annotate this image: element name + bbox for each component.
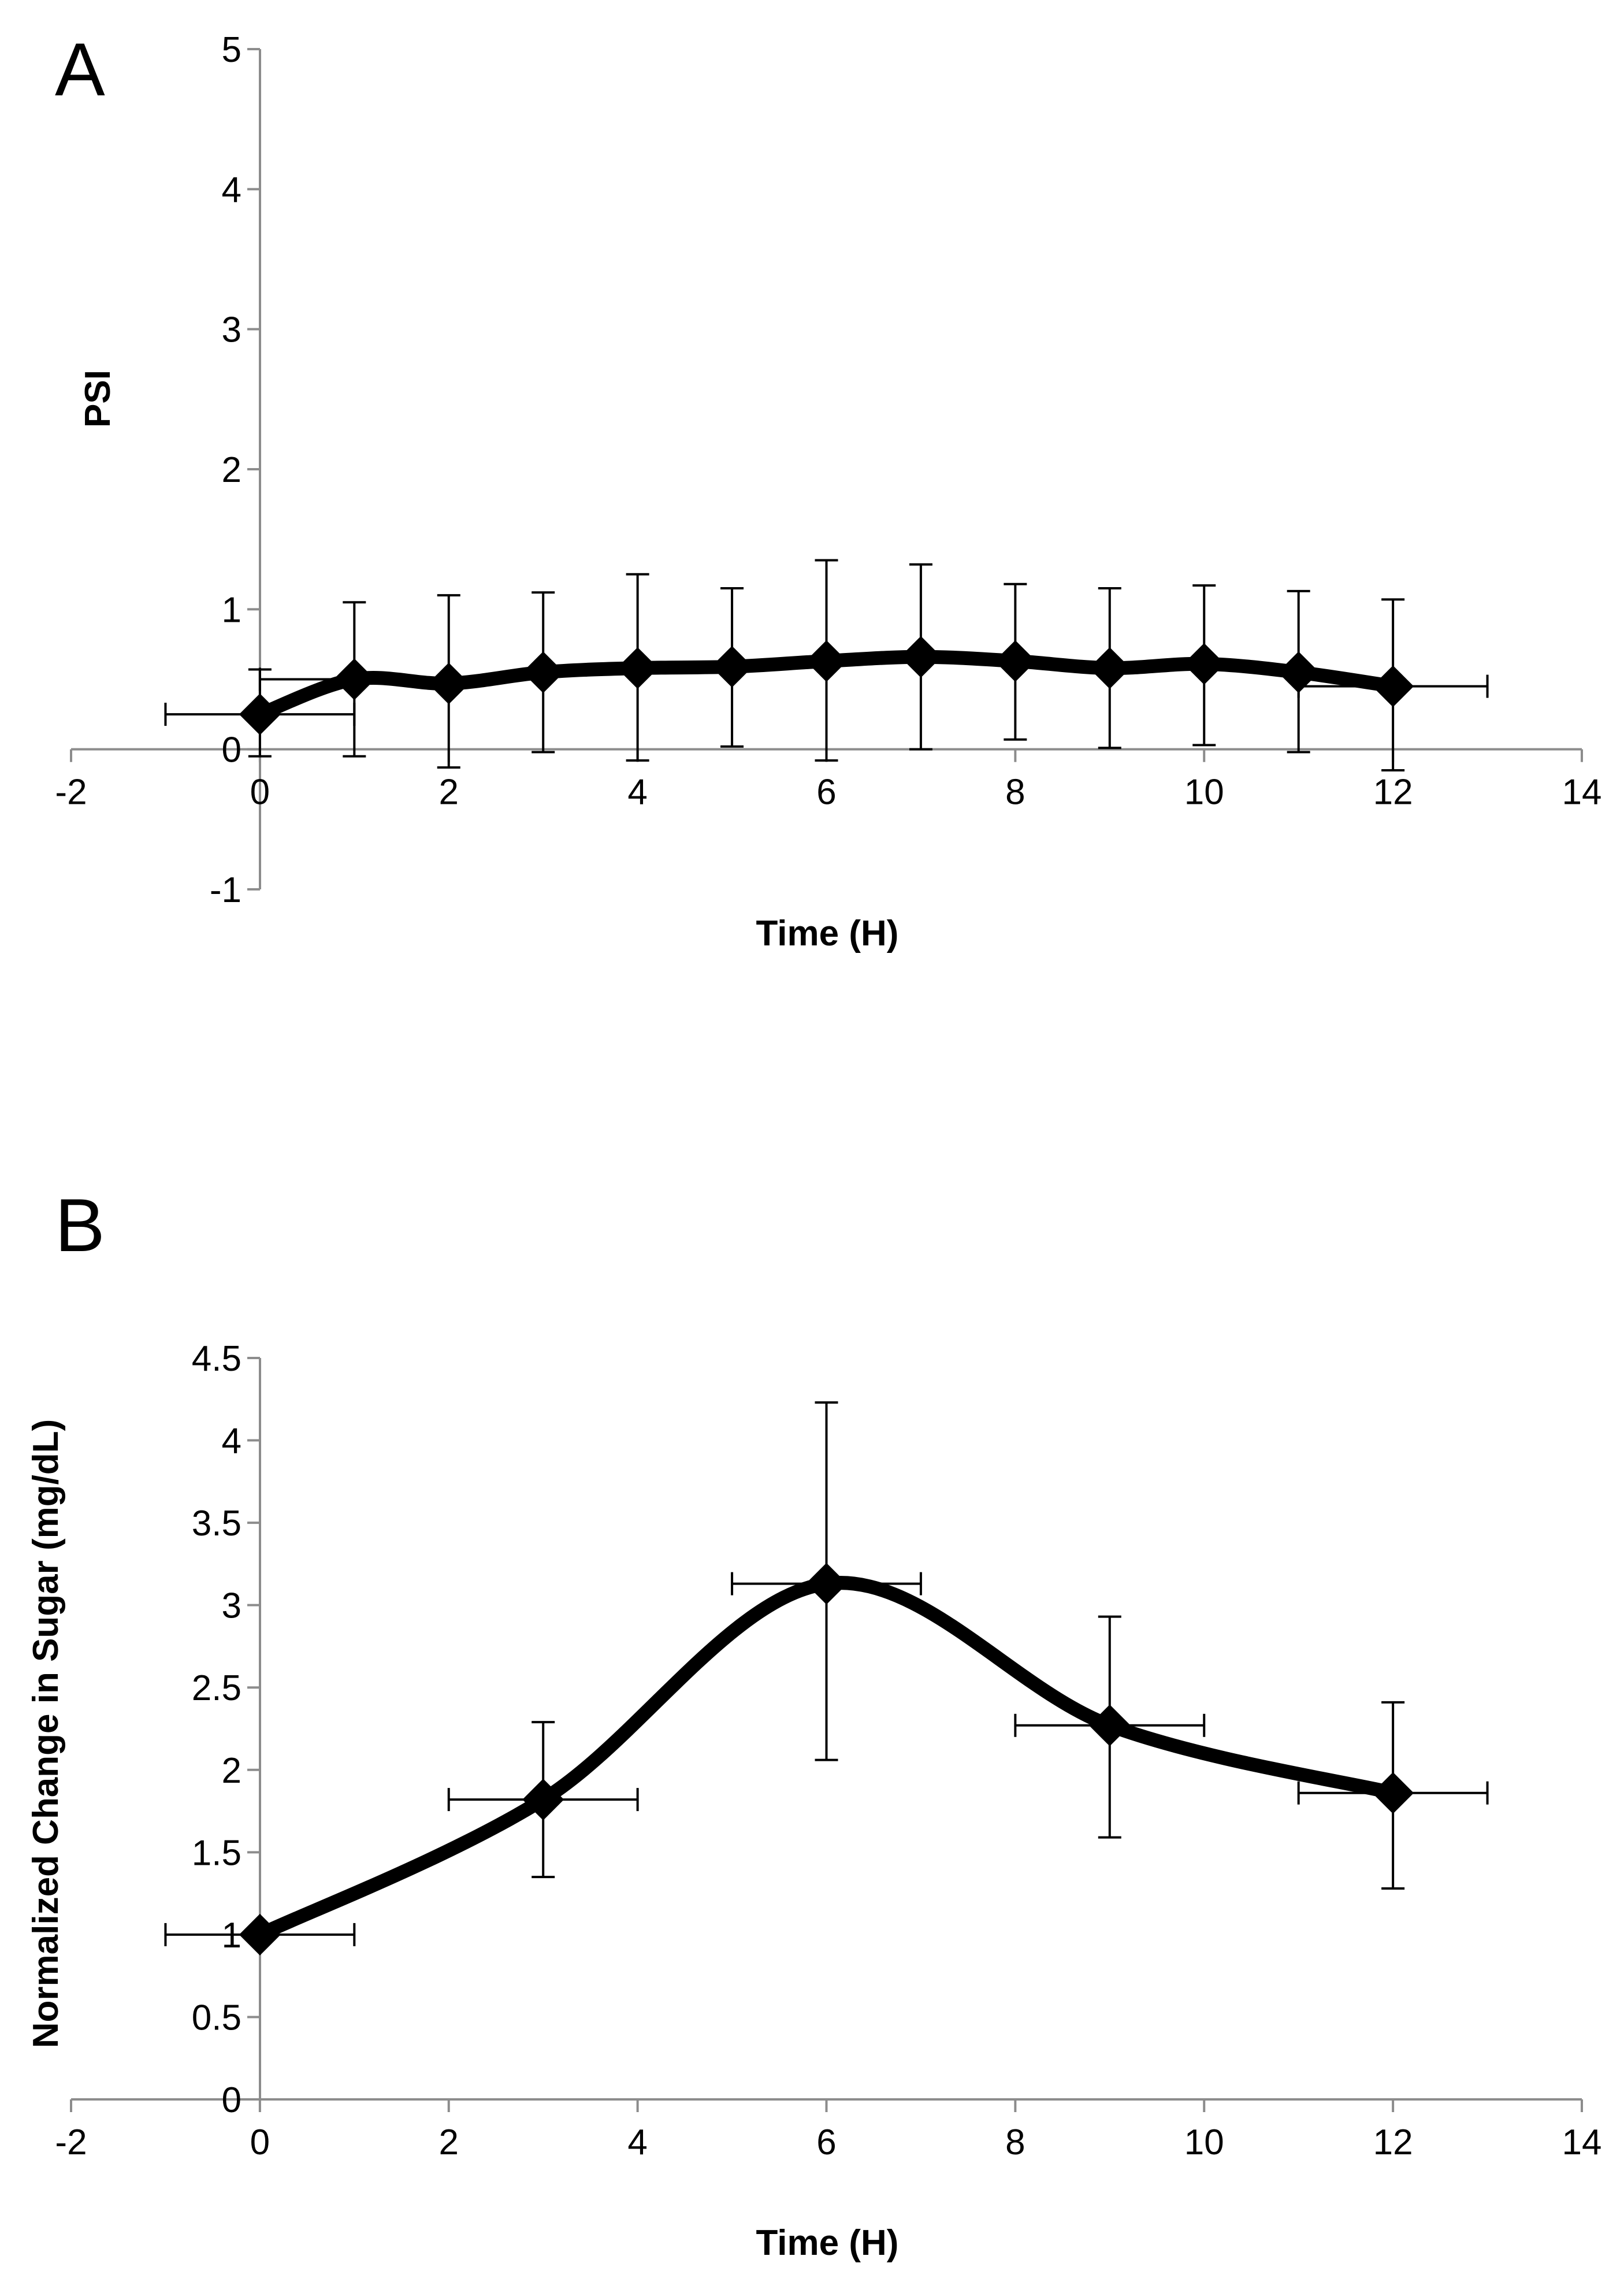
y-tick-label: 2.5 <box>192 1668 241 1708</box>
x-tick-label: 8 <box>1005 773 1025 812</box>
y-tick-label: 0 <box>222 730 241 770</box>
y-tick-label: 0.5 <box>192 1998 241 2038</box>
x-tick-label: 10 <box>1184 773 1224 812</box>
x-axis-title: Time (H) <box>756 914 899 953</box>
x-tick-label: 4 <box>627 773 647 812</box>
data-point <box>239 1913 281 1956</box>
y-tick-label: 2 <box>222 1751 241 1791</box>
data-point <box>239 693 281 736</box>
data-point <box>1088 647 1131 689</box>
x-tick-label: 14 <box>1562 2123 1602 2162</box>
y-tick-label: 0 <box>222 2080 241 2120</box>
data-point <box>900 636 942 678</box>
data-point <box>1277 651 1320 693</box>
data-point <box>1372 665 1414 707</box>
y-tick-label: 4 <box>222 1422 241 1461</box>
data-point <box>333 658 376 700</box>
data-point <box>522 1779 564 1821</box>
x-tick-label: 6 <box>816 2123 836 2162</box>
y-tick-label: 5 <box>222 30 241 70</box>
x-tick-label: -2 <box>55 2123 87 2162</box>
x-tick-label: 0 <box>250 773 270 812</box>
y-tick-label: 4 <box>222 170 241 210</box>
data-point <box>711 645 753 688</box>
y-tick-label: 3 <box>222 1586 241 1626</box>
x-tick-label: 12 <box>1373 2123 1413 2162</box>
x-tick-label: 0 <box>250 2123 270 2162</box>
x-tick-label: 8 <box>1005 2123 1025 2162</box>
x-tick-label: 14 <box>1562 773 1602 812</box>
x-tick-label: 10 <box>1184 2123 1224 2162</box>
data-point <box>428 662 470 704</box>
data-point <box>1088 1704 1131 1746</box>
x-tick-label: -2 <box>55 773 87 812</box>
data-point <box>805 640 848 682</box>
y-axis-title: PSI <box>78 370 118 428</box>
panel-label-b: B <box>55 1183 105 1267</box>
chart-panel-b: B -2 0 2 4 6 8 10 12 1400.511.522.533.544.5Time … <box>26 1183 1601 2263</box>
x-tick-label: 12 <box>1373 773 1413 812</box>
y-tick-label: 2 <box>222 450 241 490</box>
data-point <box>994 640 1036 682</box>
y-tick-label: 1.5 <box>192 1833 241 1873</box>
data-point <box>1183 643 1225 685</box>
y-tick-label: 3 <box>222 310 241 350</box>
x-axis-title: Time (H) <box>756 2223 899 2263</box>
y-tick-label: 4.5 <box>192 1339 241 1379</box>
panel-label-a: A <box>55 27 105 112</box>
data-point <box>616 647 659 689</box>
x-tick-label: 2 <box>439 773 459 812</box>
y-tick-label: 1 <box>222 590 241 630</box>
data-point <box>522 651 564 693</box>
data-point <box>1372 1772 1414 1814</box>
x-tick-label: 6 <box>816 773 836 812</box>
x-tick-label: 4 <box>627 2123 647 2162</box>
y-tick-label: -1 <box>210 870 241 910</box>
y-tick-label: 3.5 <box>192 1504 241 1543</box>
x-tick-label: 2 <box>439 2123 459 2162</box>
y-axis-title: Normalized Change in Sugar (mg/dL) <box>26 1419 66 2049</box>
data-point <box>805 1563 848 1605</box>
